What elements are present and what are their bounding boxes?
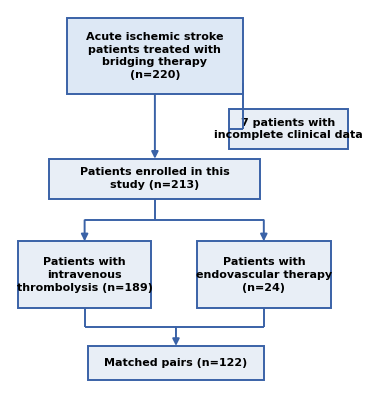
Text: Acute ischemic stroke
patients treated with
bridging therapy
(n=220): Acute ischemic stroke patients treated w…	[86, 32, 224, 80]
Text: Patients enrolled in this
study (n=213): Patients enrolled in this study (n=213)	[80, 168, 230, 190]
Text: Matched pairs (n=122): Matched pairs (n=122)	[104, 358, 247, 368]
Text: Patients with
endovascular therapy
(n=24): Patients with endovascular therapy (n=24…	[196, 257, 332, 293]
FancyBboxPatch shape	[229, 109, 348, 149]
FancyBboxPatch shape	[67, 18, 243, 94]
Text: Patients with
intravenous
thrombolysis (n=189): Patients with intravenous thrombolysis (…	[17, 257, 153, 293]
FancyBboxPatch shape	[88, 346, 264, 380]
Text: 7 patients with
incomplete clinical data: 7 patients with incomplete clinical data	[214, 118, 363, 140]
FancyBboxPatch shape	[197, 241, 330, 308]
FancyBboxPatch shape	[18, 241, 152, 308]
FancyBboxPatch shape	[49, 159, 260, 199]
